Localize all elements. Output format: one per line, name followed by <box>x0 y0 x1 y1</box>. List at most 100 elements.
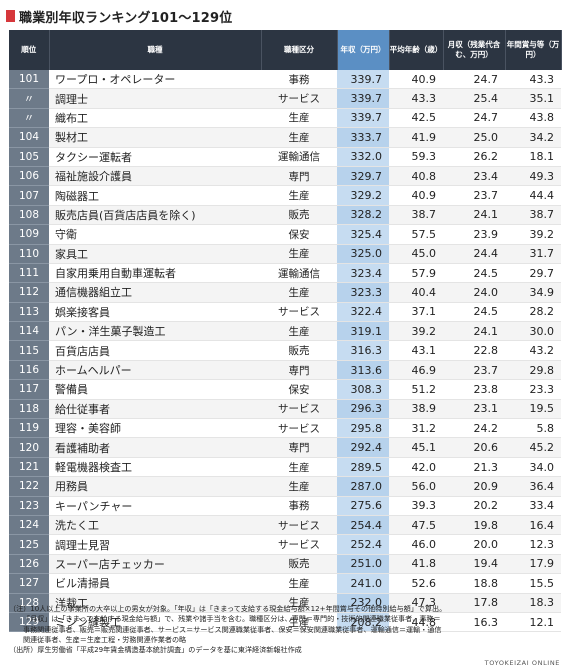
row-monthly: 23.7 <box>443 360 505 381</box>
row-bonus: 34.9 <box>505 282 561 303</box>
row-job: スーパー店チェッカー <box>49 554 261 575</box>
row-category: 運輸通信 <box>261 263 337 284</box>
row-category: 生産 <box>261 244 337 264</box>
row-monthly: 21.3 <box>443 457 505 478</box>
row-rank: 126 <box>9 554 49 575</box>
header-rank: 順位 <box>9 30 50 70</box>
row-job: 販売店員(百貨店店員を除く) <box>49 205 261 226</box>
row-age: 38.7 <box>389 205 443 226</box>
row-job: 警備員 <box>49 379 261 400</box>
table-row: 120 看護補助者 専門 292.4 45.1 20.6 45.2 <box>9 437 561 458</box>
row-bonus: 34.0 <box>505 457 561 478</box>
footnote-line: （出所）厚生労働省「平成29年賃金構造基本統計調査」のデータを基に東洋経済新報社… <box>9 645 302 655</box>
row-job: パン・洋生菓子製造工 <box>49 321 261 342</box>
row-age: 40.8 <box>389 166 443 187</box>
row-monthly: 23.4 <box>443 166 505 187</box>
row-monthly: 24.7 <box>443 70 505 90</box>
table-row: 128 洋裁工 生産 232.0 47.3 17.8 18.3 <box>9 593 561 613</box>
row-bonus: 12.1 <box>505 612 561 633</box>
row-job: キーパンチャー <box>49 496 261 516</box>
row-income: 323.3 <box>337 282 389 303</box>
row-rank: 115 <box>9 340 49 361</box>
row-category: 生産 <box>261 321 337 342</box>
row-age: 45.1 <box>389 437 443 458</box>
row-age: 52.6 <box>389 573 443 594</box>
row-income: 333.7 <box>337 127 389 148</box>
row-rank: 107 <box>9 185 49 206</box>
table-row: 106 福祉施設介護員 専門 329.7 40.8 23.4 49.3 <box>9 166 561 187</box>
row-monthly: 20.6 <box>443 437 505 458</box>
table-row: 129 ミシン縫製工 生産 208.2 44.8 16.3 12.1 <box>9 612 561 633</box>
row-monthly: 24.2 <box>443 418 505 439</box>
row-category: 保安 <box>261 224 337 245</box>
footnote-line: 関連従事者、生産＝生産工程・労務関連作業者の略 <box>23 634 187 644</box>
row-category: 販売 <box>261 205 337 226</box>
row-category: サービス <box>261 399 337 420</box>
table-row: 116 ホームヘルパー 専門 313.6 46.9 23.7 29.8 <box>9 360 561 381</box>
row-monthly: 18.8 <box>443 573 505 594</box>
row-age: 42.0 <box>389 457 443 478</box>
row-age: 57.5 <box>389 224 443 245</box>
row-income: 316.3 <box>337 340 389 361</box>
row-monthly: 25.4 <box>443 88 505 109</box>
row-rank: 129 <box>9 612 49 633</box>
row-age: 45.0 <box>389 244 443 264</box>
row-bonus: 29.7 <box>505 263 561 284</box>
row-monthly: 20.0 <box>443 534 505 555</box>
row-category: サービス <box>261 418 337 439</box>
row-job: 娯楽接客員 <box>49 302 261 323</box>
row-job: 調理士見習 <box>49 534 261 555</box>
row-rank: 125 <box>9 534 49 555</box>
row-job: 織布工 <box>49 108 261 129</box>
row-rank: 114 <box>9 321 49 342</box>
row-category: 保安 <box>261 379 337 400</box>
page-title: 職業別年収ランキング101〜129位 <box>19 10 233 26</box>
row-income: 295.8 <box>337 418 389 439</box>
row-income: 322.4 <box>337 302 389 323</box>
row-rank: 127 <box>9 573 49 594</box>
row-income: 252.4 <box>337 534 389 555</box>
row-age: 46.0 <box>389 534 443 555</box>
row-bonus: 43.8 <box>505 108 561 129</box>
table-row: 104 製材工 生産 333.7 41.9 25.0 34.2 <box>9 127 561 148</box>
table-body: 101 ワープロ・オペレーター 事務 339.7 40.9 24.7 43.3 〃調理士 サービ… <box>9 70 561 633</box>
row-age: 44.8 <box>389 612 443 633</box>
row-category: 運輸通信 <box>261 147 337 167</box>
row-rank: 112 <box>9 282 49 303</box>
footnote-line: 「月収」は「きまって支給する現金給与額」で、残業や諸手当を含む。職種区分は、専門… <box>23 614 441 624</box>
row-monthly: 24.7 <box>443 108 505 129</box>
table-row: 122 用務員 生産 287.0 56.0 20.9 36.4 <box>9 476 561 497</box>
table-row: 124 洗たく工 サービス 254.4 47.5 19.8 16.4 <box>9 515 561 536</box>
row-income: 323.4 <box>337 263 389 284</box>
title-marker <box>6 10 15 22</box>
row-age: 47.5 <box>389 515 443 536</box>
row-age: 37.1 <box>389 302 443 323</box>
table-row: 105 タクシー運転者 運輸通信 332.0 59.3 26.2 18.1 <box>9 147 561 167</box>
table-row: 119 理容・美容師 サービス 295.8 31.2 24.2 5.8 <box>9 418 561 439</box>
row-income: 289.5 <box>337 457 389 478</box>
table-row: 110 家具工 生産 325.0 45.0 24.4 31.7 <box>9 244 561 264</box>
row-job: 調理士 <box>49 88 261 109</box>
row-age: 43.1 <box>389 340 443 361</box>
publisher-brand: TOYOKEIZAI ONLINE <box>484 659 560 667</box>
row-income: 251.0 <box>337 554 389 575</box>
header-income: 年収（万円） <box>337 30 390 70</box>
row-bonus: 29.8 <box>505 360 561 381</box>
row-monthly: 20.9 <box>443 476 505 497</box>
table-row: 107 陶磁器工 生産 329.2 40.9 23.7 44.4 <box>9 185 561 206</box>
row-age: 42.5 <box>389 108 443 129</box>
row-monthly: 26.2 <box>443 147 505 167</box>
table-row: 115 百貨店店員 販売 316.3 43.1 22.8 43.2 <box>9 340 561 361</box>
row-bonus: 34.2 <box>505 127 561 148</box>
row-income: 287.0 <box>337 476 389 497</box>
row-rank: 〃 <box>9 108 49 129</box>
header-job: 職種 <box>49 30 262 70</box>
header-monthly: 月収（残業代含む、万円） <box>443 30 506 70</box>
row-job: ミシン縫製工 <box>49 612 261 633</box>
row-monthly: 20.2 <box>443 496 505 516</box>
row-job: 家具工 <box>49 244 261 264</box>
row-income: 325.4 <box>337 224 389 245</box>
row-bonus: 19.5 <box>505 399 561 420</box>
row-income: 319.1 <box>337 321 389 342</box>
row-rank: 123 <box>9 496 49 516</box>
